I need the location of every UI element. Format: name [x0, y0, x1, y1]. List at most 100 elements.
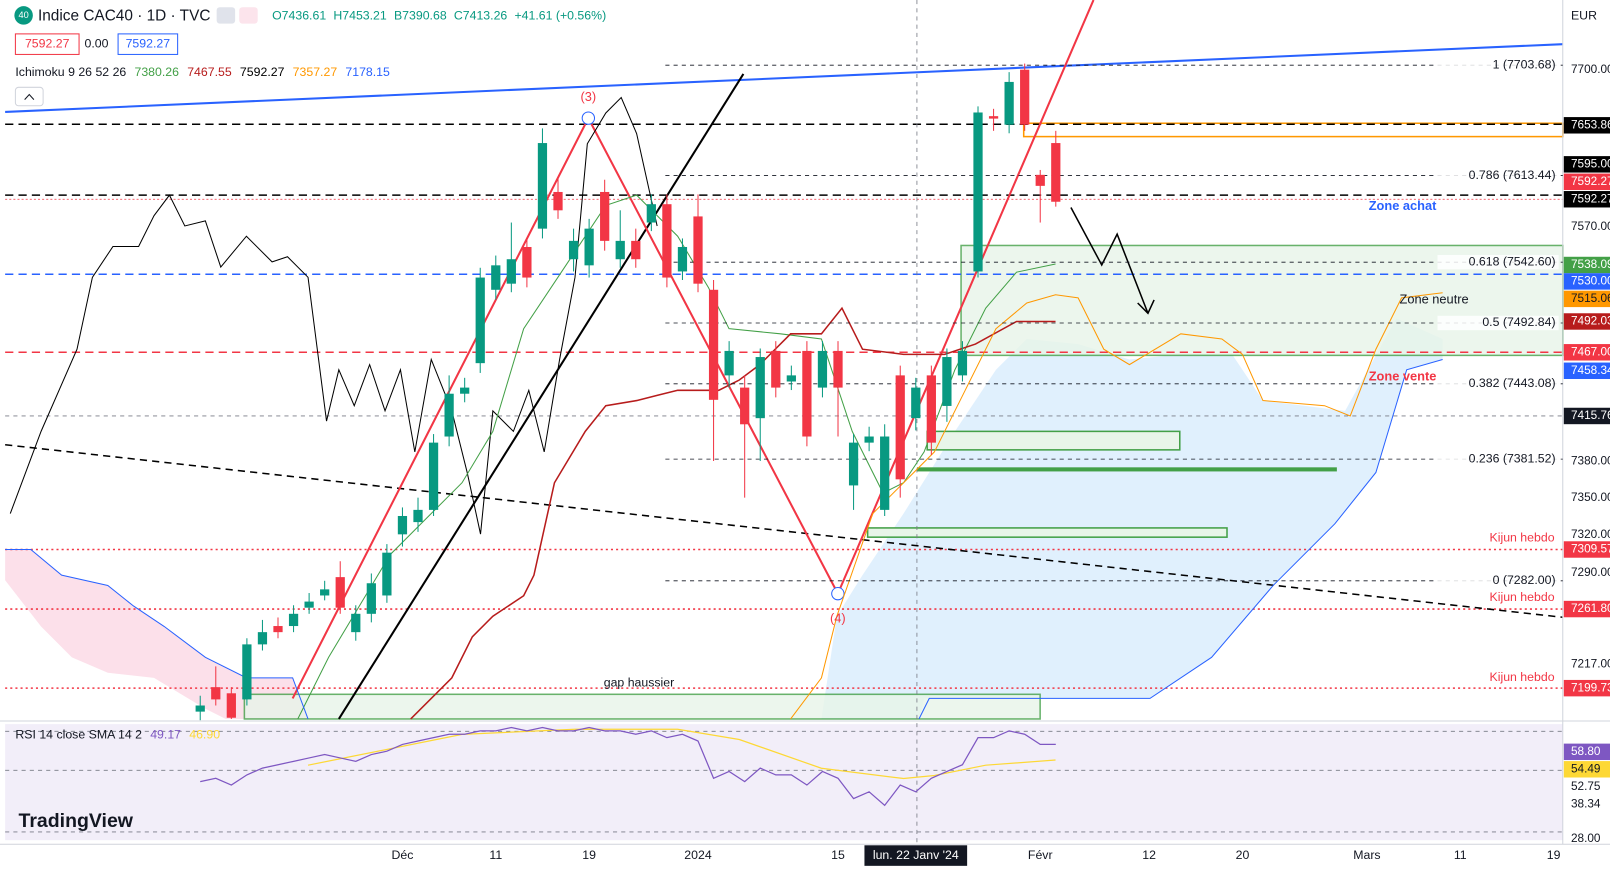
senkou-b — [5, 548, 309, 720]
candle-body — [988, 116, 999, 119]
logo: TradingView — [18, 810, 133, 832]
annotation: Kijun hebdo — [1490, 590, 1555, 604]
candle-body — [631, 240, 641, 260]
candle-body — [864, 436, 874, 443]
rsi-axis-label: 52.75 — [1571, 779, 1601, 793]
price-label: 7570.00 — [1571, 219, 1610, 233]
legend-value: Ichimoku 9 26 52 26 — [15, 65, 126, 79]
rsi-axis-label: 28.00 — [1571, 831, 1601, 845]
candle-body — [817, 350, 828, 388]
candle-body — [771, 350, 781, 388]
currency[interactable] — [1566, 6, 1606, 27]
candle-body — [802, 350, 812, 437]
price-label: 7538.09 — [1571, 257, 1610, 271]
annotation: gap haussier — [604, 675, 675, 689]
candle-body — [444, 393, 454, 437]
x-tick-label: 19 — [582, 848, 596, 862]
candle-body — [382, 552, 392, 596]
x-tick-label: Févr — [1028, 848, 1053, 862]
price-label: 7217.00 — [1571, 657, 1610, 671]
price-label: 7415.76 — [1571, 408, 1610, 422]
fib-label: 1 (7703.68) — [1493, 57, 1556, 71]
candle-body — [460, 387, 470, 394]
candle-body — [553, 191, 563, 211]
rsi-band — [5, 724, 1563, 841]
rsi-axis-label: 58.80 — [1571, 744, 1601, 758]
trend-line — [337, 73, 745, 720]
candle-body — [724, 350, 734, 376]
price-badge — [1563, 191, 1610, 208]
collapse-button[interactable] — [14, 86, 44, 107]
arrow — [1137, 299, 1155, 315]
price-label: 7592.27 — [1571, 191, 1610, 205]
price-badge — [1563, 313, 1610, 330]
ichimoku-legend: Ichimoku 9 26 52 26 7380.26 7467.55 7592.27… — [15, 65, 390, 79]
candle-body — [1035, 174, 1045, 186]
icon[interactable] — [216, 7, 236, 24]
candle-body — [242, 644, 252, 700]
candle-body — [273, 626, 283, 633]
x-tick-label: 20 — [1236, 848, 1250, 862]
legend-value: 7178.15 — [345, 65, 390, 79]
icon[interactable] — [239, 7, 258, 24]
ask-box[interactable] — [117, 33, 179, 55]
price-label: 7653.86 — [1571, 117, 1610, 131]
x-tick-label: 11 — [489, 848, 502, 862]
price-badge — [1563, 273, 1610, 290]
price-label: 7458.34 — [1571, 363, 1610, 377]
rsi-sma — [307, 728, 1056, 780]
cloud-red — [5, 549, 309, 719]
collapse-icon — [24, 93, 35, 100]
price-label: 7380.00 — [1571, 453, 1610, 467]
candle-body — [475, 277, 485, 364]
price-label: 7700.00 — [1571, 62, 1610, 76]
price-label: 7309.57 — [1571, 542, 1610, 556]
candle-body — [522, 246, 532, 278]
price-label: 7290.00 — [1571, 565, 1610, 579]
candle-body — [1051, 143, 1061, 202]
legend-value: O7436.61 — [272, 9, 326, 23]
candle-body — [537, 143, 548, 229]
price-label: 7320.00 — [1571, 527, 1610, 541]
rsi-badge — [1563, 761, 1610, 778]
fib-label: 0.786 (7613.44) — [1469, 168, 1556, 182]
price-label: 7592.27 — [1571, 174, 1610, 188]
candle-body — [833, 350, 843, 388]
price-badge — [1563, 407, 1610, 425]
candle-body — [677, 246, 688, 272]
x-tick-label: Mars — [1353, 848, 1380, 862]
candle-body — [740, 387, 750, 425]
symbol-badge — [14, 6, 33, 25]
price-label: 7530.00 — [1571, 274, 1610, 288]
legend-value: +41.61 (+0.56%) — [514, 9, 606, 23]
lagging-span — [9, 96, 658, 535]
legend-value: 7357.27 — [293, 65, 338, 79]
price-badge — [1563, 156, 1610, 173]
spread: 0.00 — [85, 36, 109, 50]
legend-value: 7592.27 — [240, 65, 285, 79]
candle-body — [708, 289, 719, 400]
price-badge — [1563, 344, 1610, 361]
candle-body — [646, 204, 656, 223]
candle-body — [320, 589, 330, 596]
price-badge — [1563, 117, 1610, 134]
price-label: 7595.00 — [1571, 156, 1610, 170]
symbol-title: Indice CAC40 · 1D · TVC — [38, 7, 210, 24]
candle-body — [880, 436, 890, 510]
fib-label-bg — [1437, 58, 1559, 73]
annotation: (3) — [581, 89, 597, 104]
candle-body — [895, 375, 905, 480]
candle-body — [911, 387, 921, 419]
annotation: (4) — [830, 611, 846, 626]
rsi-axis-label: 54.49 — [1571, 761, 1601, 775]
annotation: Zone vente — [1369, 368, 1437, 383]
x-tick-label: Déc — [391, 848, 413, 862]
arrow — [1070, 207, 1149, 314]
bid-box[interactable] — [14, 33, 80, 55]
fib-label-bg — [1437, 451, 1559, 467]
candle-body — [786, 375, 796, 382]
zone-rect — [866, 527, 1228, 538]
candle-body — [584, 228, 594, 266]
legend-value: 49.17 — [150, 728, 181, 742]
fib-label: 0 (7282.00) — [1493, 573, 1556, 587]
